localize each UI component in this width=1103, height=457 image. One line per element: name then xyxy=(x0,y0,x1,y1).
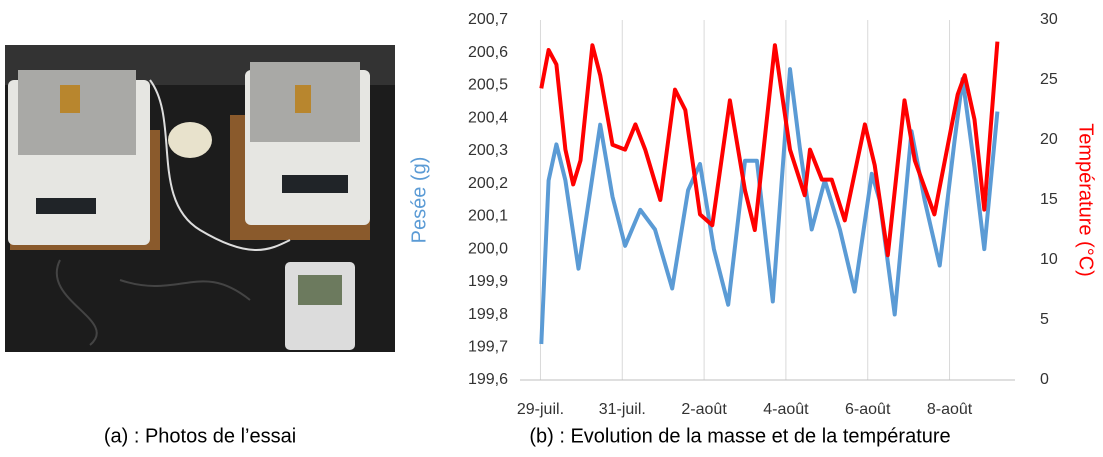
caption: (a) : Photos de l’essai xyxy=(104,425,296,447)
caption: (b) : Evolution de la masse et de la tem… xyxy=(529,425,950,447)
y-tick-label: 200,7 xyxy=(468,11,508,28)
weight xyxy=(60,85,80,113)
sample xyxy=(168,122,212,158)
y-tick-label: 200,5 xyxy=(468,77,508,94)
x-tick-label: 4-août xyxy=(763,401,809,418)
y-tick-label: 200,3 xyxy=(468,142,508,159)
y2-tick-label: 30 xyxy=(1040,11,1058,28)
x-tick-label: 2-août xyxy=(681,401,727,418)
y-tick-label: 199,9 xyxy=(468,273,508,290)
series-line xyxy=(539,41,1000,258)
x-tick-label: 6-août xyxy=(845,401,891,418)
y-tick-label: 200,6 xyxy=(468,44,508,61)
y2-tick-label: 25 xyxy=(1040,71,1058,88)
photo xyxy=(5,45,395,352)
y-tick-label: 199,8 xyxy=(468,306,508,323)
y-tick-label: 199,7 xyxy=(468,338,508,355)
display xyxy=(36,198,96,214)
y-tick-label: 200,4 xyxy=(468,109,508,126)
y-tick-label: 199,6 xyxy=(468,371,508,388)
y-tick-label: 200,0 xyxy=(468,240,508,257)
cable xyxy=(149,79,291,251)
y-axis-title: Pesée (g) xyxy=(408,157,430,244)
y-tick-label: 200,1 xyxy=(468,208,508,225)
y2-axis-title: Température (°C) xyxy=(1075,123,1097,277)
y2-tick-label: 15 xyxy=(1040,191,1058,208)
cable xyxy=(56,259,251,346)
display xyxy=(282,175,348,193)
x-tick-label: 29-juil. xyxy=(517,401,564,418)
weight xyxy=(295,85,311,113)
logger-screen xyxy=(298,275,342,305)
y2-tick-label: 10 xyxy=(1040,251,1058,268)
x-tick-label: 8-août xyxy=(927,401,973,418)
x-tick-label: 31-juil. xyxy=(599,401,646,418)
y2-tick-label: 20 xyxy=(1040,131,1058,148)
series-line xyxy=(539,67,1000,345)
y2-tick-label: 5 xyxy=(1040,311,1049,328)
y2-tick-label: 0 xyxy=(1040,371,1049,388)
y-tick-label: 200,2 xyxy=(468,175,508,192)
